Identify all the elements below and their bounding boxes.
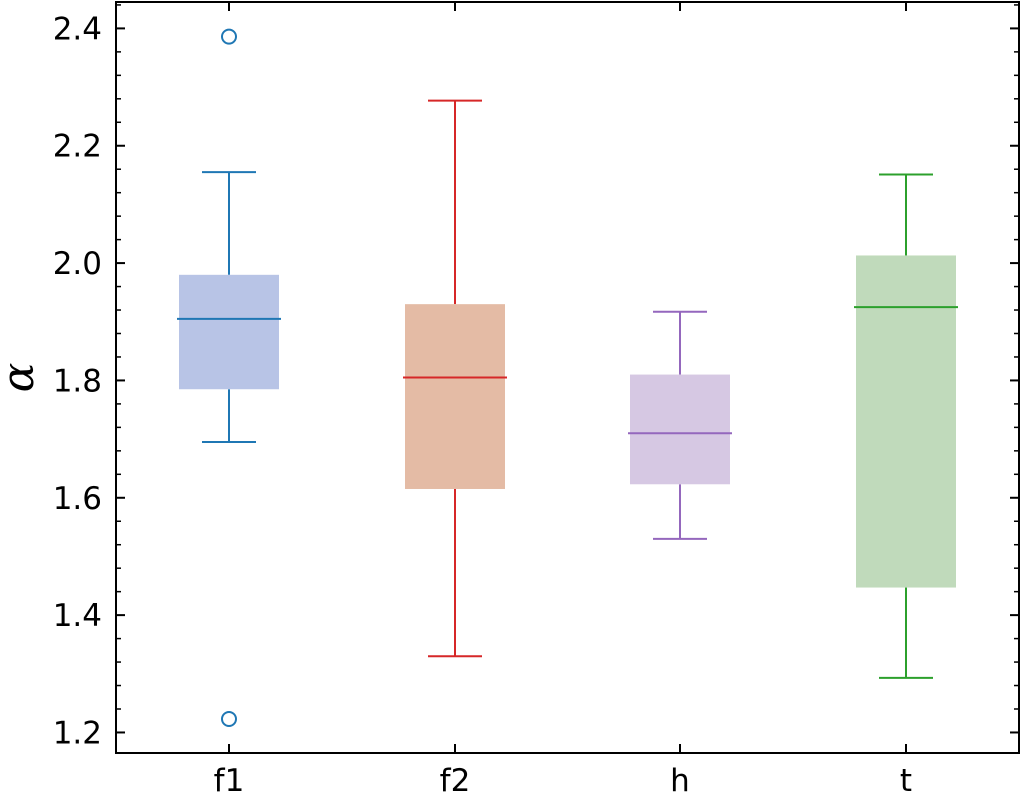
box-t xyxy=(856,255,956,588)
box-h xyxy=(630,374,730,485)
box-group-h xyxy=(628,310,732,540)
outlier-f1-2 xyxy=(221,710,237,727)
box-group-f1 xyxy=(177,28,281,727)
outlier-f1-1 xyxy=(221,28,237,45)
box-f1 xyxy=(179,274,279,390)
box-group-t xyxy=(854,173,958,679)
y-tick-label: 2.2 xyxy=(53,129,102,165)
y-tick-label: 1.4 xyxy=(53,598,102,634)
x-tick-label-f1: f1 xyxy=(214,763,245,793)
y-tick-label: 2.4 xyxy=(53,11,102,47)
x-tick-label-f2: f2 xyxy=(440,763,471,793)
y-tick-label: 2.0 xyxy=(53,246,102,282)
box-f2 xyxy=(405,304,505,489)
plot-frame xyxy=(115,1,1020,754)
x-tick-label-h: h xyxy=(670,763,690,793)
plot-content xyxy=(177,28,958,727)
x-tick-label-t: t xyxy=(900,763,912,793)
y-tick-label: 1.8 xyxy=(53,363,102,399)
y-axis-label: α xyxy=(0,363,44,393)
y-tick-label: 1.6 xyxy=(53,481,102,517)
axis-layer: 1.2 1.4 1.6 1.8 2.0 2.2 2.4 f1 f2 h t xyxy=(53,2,1019,793)
box-group-f2 xyxy=(403,99,507,658)
y-tick-label: 1.2 xyxy=(53,715,102,751)
